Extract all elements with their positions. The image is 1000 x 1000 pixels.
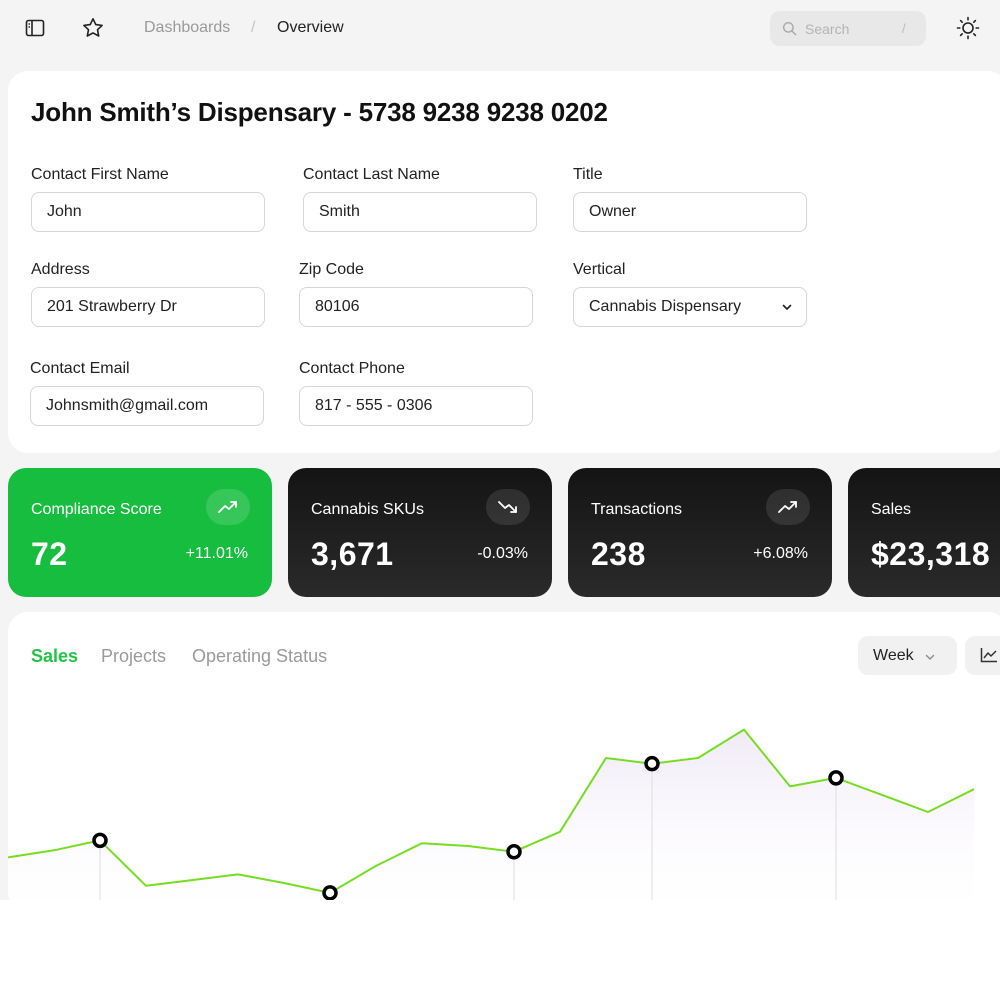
period-label: Week (873, 647, 914, 664)
stat-card-sales[interactable]: Sales $23,318 (848, 468, 1000, 597)
stat-value: 3,671 (311, 536, 394, 572)
breadcrumb-overview: Overview (277, 19, 344, 36)
chart-data-point[interactable] (506, 843, 522, 860)
address-label: Address (31, 261, 90, 278)
stat-value: 72 (31, 536, 68, 572)
stat-card-skus[interactable]: Cannabis SKUs 3,671 -0.03% (288, 468, 552, 597)
last-name-field[interactable]: Smith (303, 192, 537, 232)
title-label: Title (573, 166, 603, 183)
chart-data-point[interactable] (92, 832, 108, 849)
search-icon (782, 21, 797, 41)
app-frame: Dashboards / Overview Search / John Smit… (0, 0, 1000, 900)
email-label: Contact Email (30, 360, 130, 377)
stat-change: -0.03% (477, 545, 528, 562)
line-chart-icon (980, 647, 998, 668)
address-value: 201 Strawberry Dr (47, 298, 177, 315)
trend-up-icon (766, 489, 810, 525)
zip-code-label: Zip Code (299, 261, 364, 278)
stat-title: Transactions (591, 501, 682, 518)
vertical-label: Vertical (573, 261, 626, 278)
email-value: Johnsmith@gmail.com (46, 397, 209, 414)
star-icon[interactable] (81, 16, 105, 40)
stat-card-transactions[interactable]: Transactions 238 +6.08% (568, 468, 832, 597)
tab-operating-status[interactable]: Operating Status (192, 646, 328, 666)
stat-title: Sales (871, 501, 912, 518)
chevron-down-icon (780, 300, 794, 319)
last-name-value: Smith (319, 203, 360, 220)
first-name-value: John (47, 203, 82, 220)
phone-label: Contact Phone (299, 360, 405, 377)
address-field[interactable]: 201 Strawberry Dr (31, 287, 265, 327)
last-name-label: Contact Last Name (303, 166, 440, 183)
email-field[interactable]: Johnsmith@gmail.com (30, 386, 264, 426)
chart-data-point[interactable] (644, 755, 660, 772)
period-select[interactable]: Week (858, 636, 957, 675)
chart-series-line (8, 728, 975, 894)
phone-value: 817 - 555 - 0306 (315, 397, 433, 414)
phone-field[interactable]: 817 - 555 - 0306 (299, 386, 533, 426)
search-input[interactable]: Search / (770, 11, 926, 46)
breadcrumb-dashboards[interactable]: Dashboards (144, 19, 231, 36)
sidebar-toggle-icon[interactable] (23, 16, 47, 40)
stat-title: Cannabis SKUs (311, 501, 424, 518)
title-value: Owner (589, 203, 637, 220)
breadcrumb-separator: / (251, 19, 256, 36)
account-card: John Smith’s Dispensary - 5738 9238 9238… (8, 71, 1000, 453)
stat-change: +11.01% (185, 545, 248, 562)
stat-change: +6.08% (753, 545, 808, 562)
search-shortcut: / (902, 21, 906, 36)
stat-value: 238 (591, 536, 646, 572)
chart-data-point[interactable] (322, 885, 338, 900)
top-bar: Dashboards / Overview Search / (0, 0, 1000, 58)
tab-sales[interactable]: Sales (31, 646, 79, 666)
stat-value: $23,318 (871, 536, 991, 572)
stat-title: Compliance Score (31, 501, 162, 518)
trend-down-icon (486, 489, 530, 525)
trend-up-icon (206, 489, 250, 525)
chart-panel: Sales Projects Operating Status Week (8, 612, 1000, 900)
chart-type-button[interactable] (965, 636, 1000, 675)
title-field[interactable]: Owner (573, 192, 807, 232)
zip-code-field[interactable]: 80106 (299, 287, 533, 327)
first-name-field[interactable]: John (31, 192, 265, 232)
sun-icon[interactable] (956, 16, 980, 40)
account-title: John Smith’s Dispensary - 5738 9238 9238… (31, 97, 608, 127)
vertical-select[interactable]: Cannabis Dispensary (573, 287, 807, 327)
sales-chart (8, 728, 975, 900)
tab-projects[interactable]: Projects (101, 646, 167, 666)
search-placeholder: Search (805, 21, 850, 37)
zip-code-value: 80106 (315, 298, 360, 315)
stat-card-compliance[interactable]: Compliance Score 72 +11.01% (8, 468, 272, 597)
first-name-label: Contact First Name (31, 166, 169, 183)
chart-area (8, 729, 974, 900)
vertical-value: Cannabis Dispensary (589, 298, 742, 315)
chevron-down-icon (924, 650, 936, 668)
chart-data-point[interactable] (828, 770, 844, 786)
